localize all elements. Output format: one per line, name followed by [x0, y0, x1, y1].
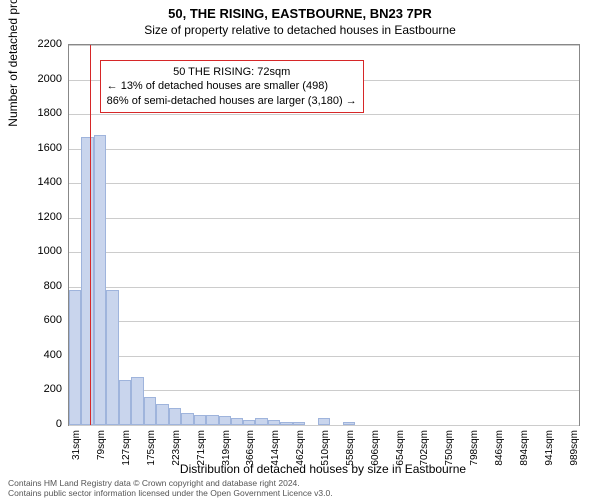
- gridline: [69, 356, 579, 357]
- footer-line-2: Contains public sector information licen…: [8, 489, 333, 498]
- x-tick-label: 175sqm: [146, 430, 157, 466]
- y-tick-label: 400: [44, 349, 62, 361]
- y-tick-label: 200: [44, 383, 62, 395]
- histogram-bar: [318, 418, 330, 425]
- histogram-bar: [219, 416, 231, 425]
- histogram-bar: [81, 137, 93, 425]
- histogram-bar: [231, 418, 243, 425]
- x-tick-label: 79sqm: [96, 430, 107, 460]
- x-tick-label: 654sqm: [395, 430, 406, 466]
- gridline: [69, 183, 579, 184]
- histogram-bar: [131, 377, 143, 425]
- y-tick-label: 1800: [38, 107, 62, 119]
- annotation-line: 50 THE RISING: 72sqm: [107, 65, 357, 79]
- y-tick-label: 1600: [38, 142, 62, 154]
- x-tick-label: 558sqm: [345, 430, 356, 466]
- gridline: [69, 114, 579, 115]
- gridline: [69, 218, 579, 219]
- histogram-bar: [343, 422, 355, 425]
- plot-area: 50 THE RISING: 72sqm← 13% of detached ho…: [68, 44, 580, 426]
- histogram-bar: [293, 422, 305, 425]
- x-tick-label: 319sqm: [221, 430, 232, 466]
- x-tick-label: 271sqm: [196, 430, 207, 466]
- x-tick-label: 366sqm: [245, 430, 256, 466]
- y-tick-label: 600: [44, 314, 62, 326]
- histogram-bar: [169, 408, 181, 425]
- histogram-bar: [268, 420, 280, 425]
- x-axis-label: Distribution of detached houses by size …: [68, 462, 578, 476]
- x-tick-label: 462sqm: [295, 430, 306, 466]
- footer-attribution: Contains HM Land Registry data © Crown c…: [8, 479, 333, 498]
- histogram-bar: [119, 380, 131, 425]
- histogram-bar: [194, 415, 206, 425]
- x-tick-label: 798sqm: [469, 430, 480, 466]
- x-tick-label: 846sqm: [494, 430, 505, 466]
- x-tick-label: 702sqm: [419, 430, 430, 466]
- histogram-bar: [69, 290, 81, 425]
- gridline: [69, 321, 579, 322]
- annotation-line: 86% of semi-detached houses are larger (…: [107, 94, 357, 108]
- x-tick-label: 894sqm: [519, 430, 530, 466]
- y-tick-label: 2200: [38, 38, 62, 50]
- histogram-bar: [156, 404, 168, 425]
- y-axis-label: Number of detached properties: [6, 0, 20, 44]
- histogram-bar: [280, 422, 292, 425]
- gridline: [69, 149, 579, 150]
- gridline: [69, 45, 579, 46]
- histogram-bar: [206, 415, 218, 425]
- gridline: [69, 252, 579, 253]
- annotation-line: ← 13% of detached houses are smaller (49…: [107, 79, 357, 93]
- y-tick-label: 2000: [38, 73, 62, 85]
- x-tick-label: 414sqm: [270, 430, 281, 466]
- reference-line: [90, 45, 91, 425]
- x-tick-label: 510sqm: [320, 430, 331, 466]
- x-tick-label: 31sqm: [71, 430, 82, 460]
- histogram-bar: [181, 413, 193, 425]
- x-tick-label: 941sqm: [544, 430, 555, 466]
- histogram-bar: [106, 290, 118, 425]
- histogram-bar: [144, 397, 156, 425]
- x-tick-label: 127sqm: [121, 430, 132, 466]
- annotation-box: 50 THE RISING: 72sqm← 13% of detached ho…: [100, 60, 364, 113]
- y-tick-label: 0: [56, 418, 62, 430]
- x-tick-label: 606sqm: [370, 430, 381, 466]
- gridline: [69, 390, 579, 391]
- gridline: [69, 287, 579, 288]
- chart-title: 50, THE RISING, EASTBOURNE, BN23 7PR: [0, 0, 600, 21]
- x-tick-label: 989sqm: [569, 430, 580, 466]
- y-axis: 0200400600800100012001400160018002000220…: [0, 44, 66, 424]
- x-tick-label: 223sqm: [171, 430, 182, 466]
- histogram-bar: [94, 135, 106, 425]
- chart-subtitle: Size of property relative to detached ho…: [0, 21, 600, 37]
- x-tick-label: 750sqm: [444, 430, 455, 466]
- histogram-bar: [255, 418, 267, 425]
- y-tick-label: 800: [44, 280, 62, 292]
- chart-container: 50, THE RISING, EASTBOURNE, BN23 7PR Siz…: [0, 0, 600, 500]
- y-tick-label: 1400: [38, 176, 62, 188]
- histogram-bar: [243, 420, 255, 425]
- y-tick-label: 1000: [38, 245, 62, 257]
- y-tick-label: 1200: [38, 211, 62, 223]
